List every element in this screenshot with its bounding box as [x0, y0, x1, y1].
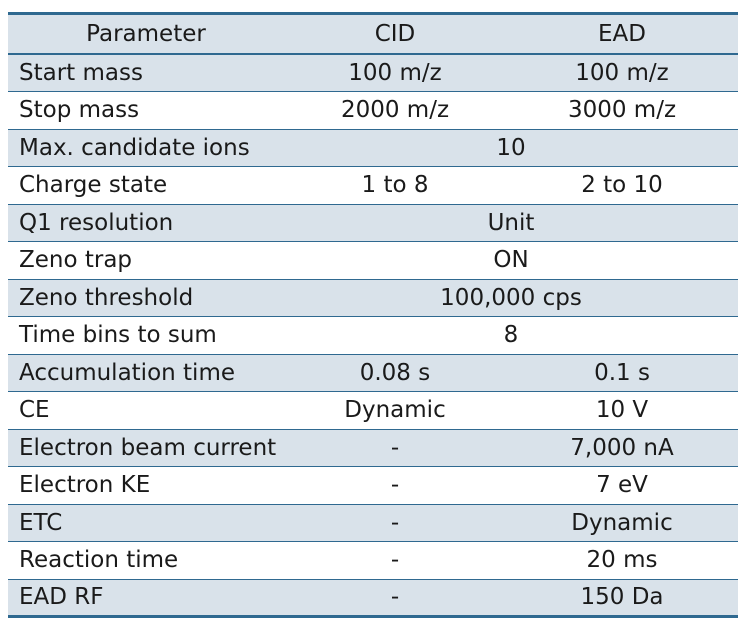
header-cid: CID — [374, 21, 416, 47]
table-row: Accumulation time 0.08 s 0.1 s — [8, 354, 738, 392]
table-row: Electron KE - 7 eV — [8, 466, 738, 504]
header-parameter: Parameter — [86, 21, 206, 47]
row-label: Zeno threshold — [19, 284, 194, 311]
table-row: Zeno trap ON — [8, 241, 738, 279]
ead-value: Dynamic — [571, 509, 673, 536]
parameter-table: Parameter CID EAD Start mass 100 m/z 100… — [8, 12, 738, 618]
table-row: ETC - Dynamic — [8, 504, 738, 542]
table-row: Time bins to sum 8 — [8, 316, 738, 354]
merged-value: 10 — [496, 134, 526, 161]
table-row: Max. candidate ions 10 — [8, 129, 738, 167]
row-label: ETC — [19, 509, 63, 536]
table-row: Q1 resolution Unit — [8, 204, 738, 242]
cid-value: - — [390, 434, 400, 461]
row-label: Q1 resolution — [19, 209, 174, 236]
merged-value: ON — [493, 247, 529, 274]
header-ead: EAD — [598, 21, 646, 47]
ead-value: 7 eV — [596, 472, 648, 499]
table-row: EAD RF - 150 Da — [8, 579, 738, 617]
row-label: Reaction time — [19, 547, 179, 574]
cid-value: 1 to 8 — [361, 172, 429, 199]
merged-value: 8 — [503, 322, 519, 349]
ead-value: 10 V — [595, 397, 649, 424]
table-row: Stop mass 2000 m/z 3000 m/z — [8, 91, 738, 129]
ead-value: 0.1 s — [594, 359, 650, 386]
table-row: Charge state 1 to 8 2 to 10 — [8, 166, 738, 204]
table-row: Start mass 100 m/z 100 m/z — [8, 54, 738, 92]
cid-value: 100 m/z — [348, 60, 442, 86]
table-row: Electron beam current - 7,000 nA — [8, 429, 738, 467]
table-row: CE Dynamic 10 V — [8, 391, 738, 429]
ead-value: 20 ms — [586, 547, 658, 574]
ead-value: 3000 m/z — [567, 97, 677, 124]
row-label: Zeno trap — [19, 247, 133, 274]
row-label: Electron beam current — [19, 434, 277, 461]
merged-value: Unit — [487, 209, 535, 236]
parameter-table-container: Parameter CID EAD Start mass 100 m/z 100… — [8, 12, 738, 618]
ead-value: 7,000 nA — [570, 434, 674, 461]
row-label: Time bins to sum — [19, 322, 217, 349]
row-label: Accumulation time — [19, 359, 235, 386]
ead-value: 2 to 10 — [581, 172, 663, 199]
ead-value: 150 Da — [580, 584, 664, 611]
cid-value: 0.08 s — [359, 359, 431, 386]
cid-value: - — [390, 584, 400, 611]
ead-value: 100 m/z — [575, 60, 669, 86]
cid-value: - — [390, 547, 400, 574]
row-label: Stop mass — [19, 97, 140, 124]
row-label: Electron KE — [19, 472, 151, 499]
row-label: Start mass — [19, 60, 143, 86]
table-row: Reaction time - 20 ms — [8, 541, 738, 579]
row-label: Max. candidate ions — [19, 134, 250, 161]
cid-value: Dynamic — [344, 397, 446, 424]
cid-value: - — [390, 509, 400, 536]
row-label: Charge state — [19, 172, 168, 199]
table-header-row: Parameter CID EAD — [8, 13, 738, 54]
table-row: Zeno threshold 100,000 cps — [8, 279, 738, 317]
merged-value: 100,000 cps — [440, 284, 582, 311]
row-label: EAD RF — [19, 584, 104, 611]
cid-value: 2000 m/z — [340, 97, 450, 124]
cid-value: - — [390, 472, 400, 499]
row-label: CE — [19, 397, 50, 424]
